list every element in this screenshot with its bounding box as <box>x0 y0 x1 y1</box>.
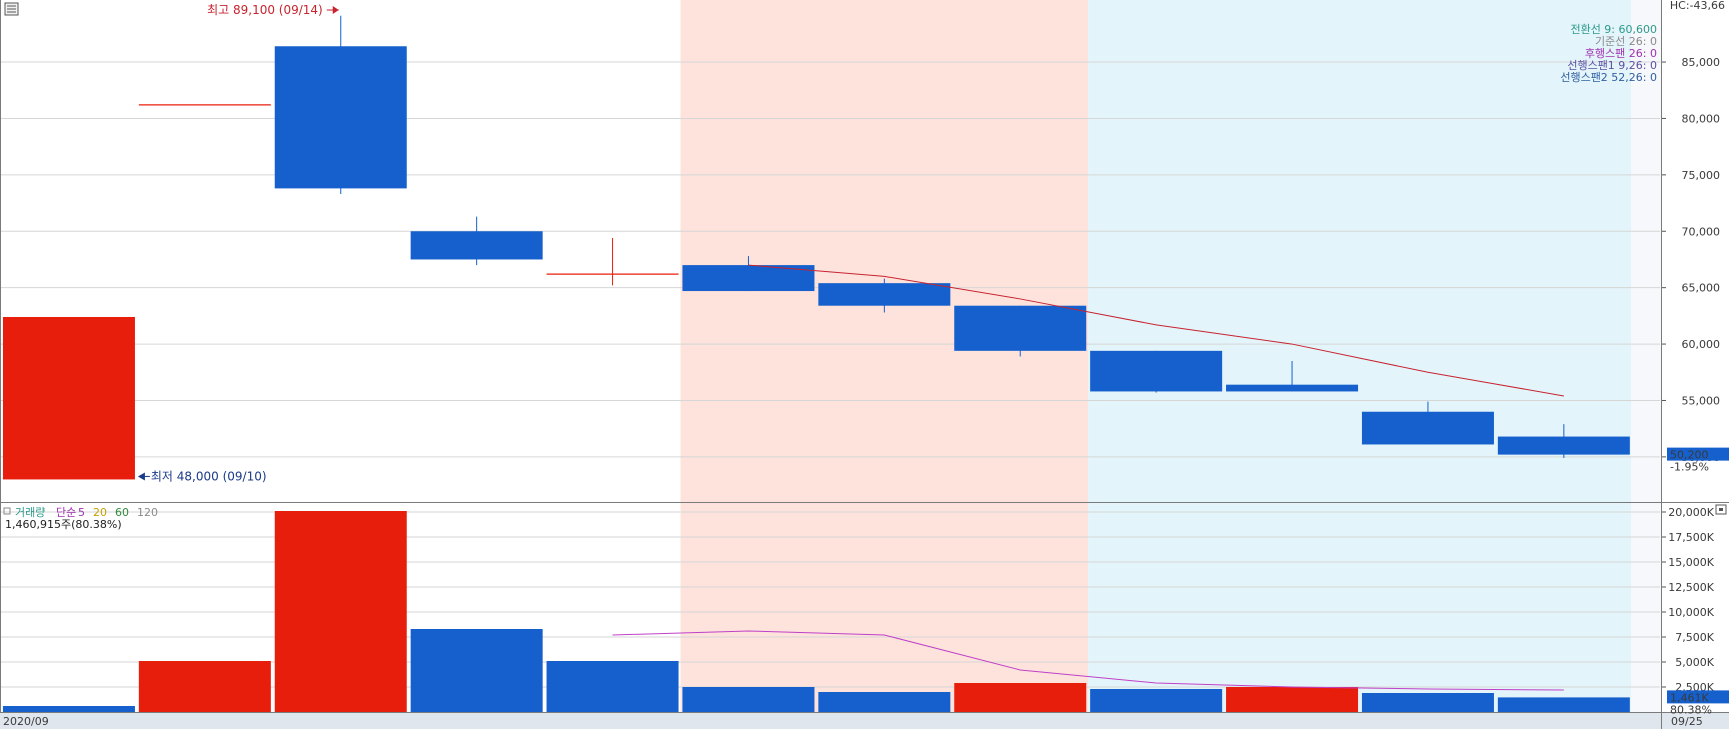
candle-body <box>1361 411 1494 445</box>
volume-tick-label: 5,000K <box>1675 656 1714 669</box>
price-tick-label: 85,000 <box>1682 56 1721 69</box>
volume-bar <box>138 661 271 712</box>
legend-entry: 선행스팬2 52,26: 0 <box>1560 71 1657 84</box>
volume-title-part: 20 <box>93 506 107 519</box>
last-volume-label: 1,461K <box>1670 691 1709 704</box>
candle-body <box>682 265 815 292</box>
x-axis-panel <box>0 712 1729 729</box>
volume-bar <box>2 706 135 712</box>
volume-bar <box>546 661 679 712</box>
volume-tick-label: 12,500K <box>1668 581 1714 594</box>
volume-tick-label: 10,000K <box>1668 606 1714 619</box>
last-change-label: -1.95% <box>1670 461 1709 474</box>
volume-bar <box>1226 687 1359 712</box>
last-volume-box <box>1667 690 1729 704</box>
low-arrow-head <box>137 472 145 481</box>
x-axis-start-label: 2020/09 <box>3 715 49 728</box>
high-arrow-head <box>332 6 339 14</box>
price-tick-label: 75,000 <box>1682 169 1721 182</box>
volume-bar <box>1361 693 1494 712</box>
candle-body <box>954 305 1087 351</box>
price-tick-label: 60,000 <box>1682 338 1721 351</box>
y-axis-panel <box>1661 0 1729 729</box>
last-price-label: 50,200 <box>1670 449 1709 462</box>
legend-entry: 후행스팬 26: 0 <box>1585 47 1657 60</box>
volume-title-part: 120 <box>137 506 158 519</box>
legend-entry: 선행스팬1 9,26: 0 <box>1567 59 1657 72</box>
low-annotation: 최저 48,000 (09/10) <box>151 469 267 483</box>
high-annotation: 최고 89,100 (09/14) <box>207 3 323 17</box>
last-price-box <box>1667 447 1729 461</box>
top-right-label: HC:-43,66 <box>1670 0 1725 12</box>
price-tick-label: 80,000 <box>1682 112 1721 125</box>
candle-body <box>410 231 543 260</box>
volume-bar <box>410 629 543 712</box>
volume-ma-line <box>612 630 1564 691</box>
volume-title-part: 거래량 <box>15 506 45 519</box>
volume-subtitle: 1,460,915주(80.38%) <box>5 518 122 531</box>
candle-body <box>818 283 951 306</box>
volume-title-part: 60 <box>115 506 129 519</box>
volume-bar <box>1497 697 1630 712</box>
price-tick-label: 70,000 <box>1682 225 1721 238</box>
volume-bar <box>682 687 815 712</box>
volume-bar <box>274 511 407 712</box>
last-volume-pct-label: 80.38% <box>1670 703 1712 716</box>
legend-entry: 기준선 26: 0 <box>1595 35 1657 48</box>
candle-body <box>1090 350 1223 392</box>
volume-title-part: 단순 <box>56 506 76 519</box>
volume-tick-label: 15,000K <box>1668 556 1714 569</box>
volume-tick-label: 17,500K <box>1668 531 1714 544</box>
volume-bar <box>1090 689 1223 712</box>
price-tick-label: 55,000 <box>1682 394 1721 407</box>
volume-bar <box>818 692 951 712</box>
x-axis-end-label: 09/25 <box>1671 715 1703 728</box>
volume-tick-label: 7,500K <box>1675 631 1714 644</box>
conversion-line <box>748 264 1564 397</box>
candle-body <box>274 46 407 189</box>
shaded-region <box>680 0 1089 712</box>
legend-entry: 전환선 9: 60,600 <box>1570 23 1657 36</box>
volume-title-part: 5 <box>78 506 85 519</box>
plot-margin <box>1631 0 1661 712</box>
price-tick-label: 65,000 <box>1682 282 1721 295</box>
candle-body <box>1497 436 1630 455</box>
volume-panel-icon[interactable] <box>3 507 11 515</box>
volume-tick-label: 20,000K <box>1668 506 1714 519</box>
volume-bar <box>954 683 1087 712</box>
candle-body <box>1226 384 1359 392</box>
volume-panel-close-icon-mark <box>1719 508 1723 511</box>
candle-body <box>2 316 135 480</box>
